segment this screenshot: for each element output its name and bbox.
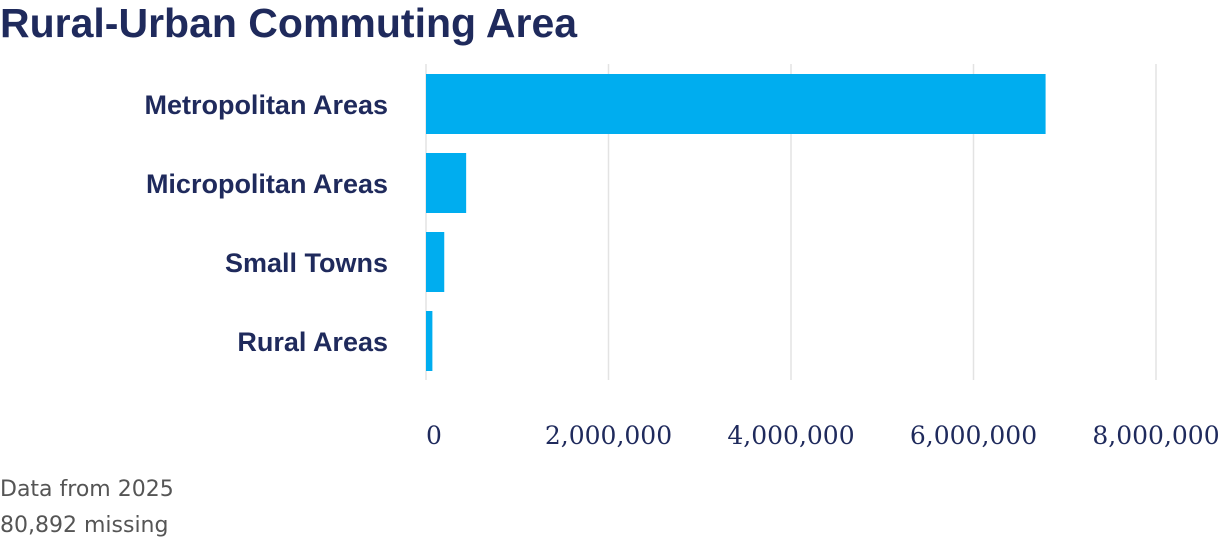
bar[interactable]	[426, 153, 467, 213]
category-label: Rural Areas	[237, 327, 388, 357]
bar-chart: Metropolitan Areas Micropolitan Areas Smal…	[144, 64, 1220, 450]
data-year-note: Data from 2025	[0, 477, 174, 502]
x-tick-label: 0	[426, 421, 442, 450]
x-tick-label: 4,000,000	[727, 421, 854, 450]
bar[interactable]	[426, 74, 1046, 134]
bar[interactable]	[426, 311, 433, 371]
chart-title: Rural-Urban Commuting Area	[0, 0, 578, 46]
x-tick-label: 6,000,000	[910, 421, 1037, 450]
chart-notes: Data from 2025 80,892 missing	[0, 472, 174, 544]
category-label: Small Towns	[225, 248, 388, 278]
missing-count-note: 80,892 missing	[0, 513, 169, 538]
bars	[426, 74, 1046, 371]
category-labels: Metropolitan Areas Micropolitan Areas Smal…	[144, 90, 388, 357]
category-label: Micropolitan Areas	[146, 169, 388, 199]
x-tick-label: 2,000,000	[545, 421, 672, 450]
x-axis-tick-labels: 0 2,000,000 4,000,000 6,000,000 8,000,000	[426, 421, 1220, 450]
category-label: Metropolitan Areas	[144, 90, 388, 120]
bar[interactable]	[426, 232, 445, 292]
x-tick-label: 8,000,000	[1092, 421, 1219, 450]
